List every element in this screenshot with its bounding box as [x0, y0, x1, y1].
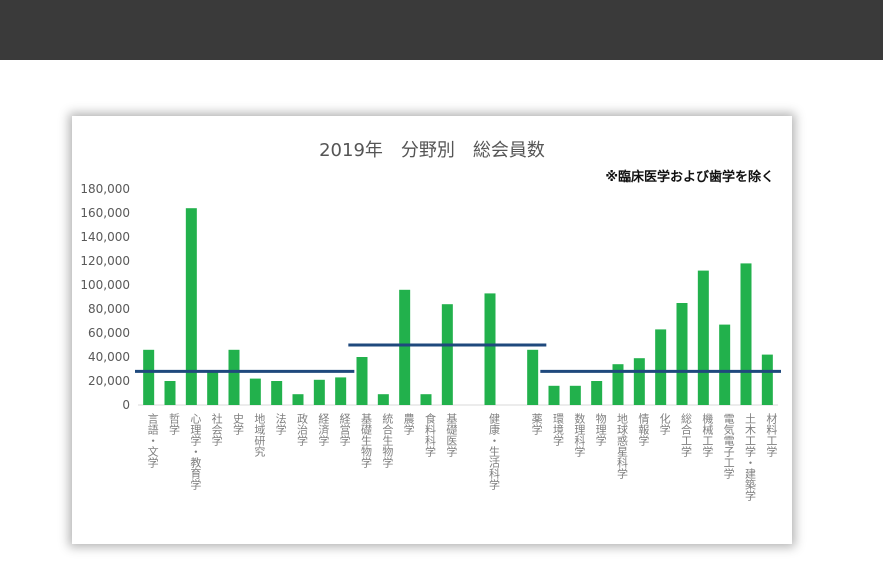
bar — [143, 349, 155, 405]
bar — [761, 354, 773, 405]
x-tick-label: 哲学 — [168, 413, 181, 435]
bar — [697, 270, 709, 405]
y-tick-label: 160,000 — [80, 206, 130, 220]
bar — [271, 381, 283, 405]
x-tick-label: 土木工学・建築学 — [744, 413, 757, 501]
bar — [185, 208, 197, 405]
x-tick-label: 食料科学 — [424, 412, 437, 457]
bar — [335, 377, 347, 405]
bar — [207, 371, 219, 405]
bar — [633, 358, 645, 405]
x-tick-label: 物理学 — [594, 412, 607, 446]
x-tick-label: 数理科学 — [573, 413, 586, 457]
bar — [484, 293, 496, 405]
x-tick-label: 史学 — [232, 413, 245, 435]
y-tick-label: 80,000 — [88, 302, 130, 316]
bar — [420, 394, 432, 405]
bar — [249, 378, 261, 405]
x-tick-label: 機械工学 — [701, 412, 714, 457]
x-tick-label: 農学 — [402, 412, 415, 435]
x-tick-label: 政治学 — [296, 412, 309, 446]
bar-chart: 0 20,000 40,000 60,000 80,000 100,000 120,000 1… — [80, 182, 781, 501]
bar — [441, 304, 453, 405]
bar — [569, 385, 581, 405]
page-header-banner: 現況（2019年データ） 分野別 個人会員総数 — [0, 0, 883, 106]
y-tick-label: 140,000 — [80, 230, 130, 244]
bar — [655, 329, 667, 405]
bar — [719, 324, 731, 405]
x-tick-label: 化学 — [658, 412, 671, 435]
x-tick-label: 統合生物学 — [381, 412, 394, 468]
bar — [527, 349, 539, 405]
bar — [591, 381, 603, 405]
y-tick-label: 0 — [122, 398, 130, 412]
x-tick-label: 法学 — [274, 412, 287, 435]
bar — [228, 349, 240, 405]
x-tick-label: 基礎医学 — [445, 413, 458, 457]
x-tick-label: 薬学 — [530, 413, 543, 435]
x-tick-label: 地域研究 — [253, 413, 266, 457]
chart-note: ※臨床医学および歯学を除く — [605, 170, 774, 185]
x-tick-label: 言語・文学 — [146, 413, 159, 468]
x-tick-label: 材料工学 — [765, 412, 778, 457]
bar — [399, 289, 411, 405]
x-tick-label: 環境学 — [552, 413, 565, 446]
x-tick-label: 総合工学 — [680, 412, 693, 457]
x-tick-label: 経営学 — [338, 413, 351, 446]
bar — [612, 364, 624, 405]
bar — [740, 263, 752, 405]
bar — [676, 303, 688, 405]
chart-title: 2019年 分野別 総会員数 — [319, 140, 545, 161]
y-tick-label: 60,000 — [88, 326, 130, 340]
page-title: 現況（2019年データ） 分野別 個人会員総数 — [51, 73, 671, 106]
bar — [313, 379, 325, 405]
bar — [377, 394, 389, 405]
x-tick-label: 社会学 — [210, 412, 223, 446]
x-tick-label: 健康・生活科学 — [488, 413, 501, 490]
bar — [548, 385, 560, 405]
chart-card: 2019年 分野別 総会員数 ※臨床医学および歯学を除く 0 20,000 40,0… — [72, 116, 792, 544]
y-tick-label: 180,000 — [80, 182, 130, 196]
x-tick-label: 地球惑星科学 — [616, 413, 629, 479]
x-tick-label: 電気電子工学 — [722, 413, 735, 479]
x-tick-label: 経済学 — [317, 413, 330, 446]
y-tick-label: 20,000 — [88, 374, 130, 388]
bar — [356, 357, 368, 405]
x-tick-label: 心理学・教育学 — [189, 413, 202, 490]
bar — [292, 394, 304, 405]
x-tick-label: 基礎生物学 — [360, 413, 373, 468]
y-tick-label: 40,000 — [88, 350, 130, 364]
y-tick-label: 120,000 — [80, 254, 130, 268]
bar — [164, 381, 176, 405]
y-tick-label: 100,000 — [80, 278, 130, 292]
x-tick-label: 情報学 — [637, 413, 650, 446]
